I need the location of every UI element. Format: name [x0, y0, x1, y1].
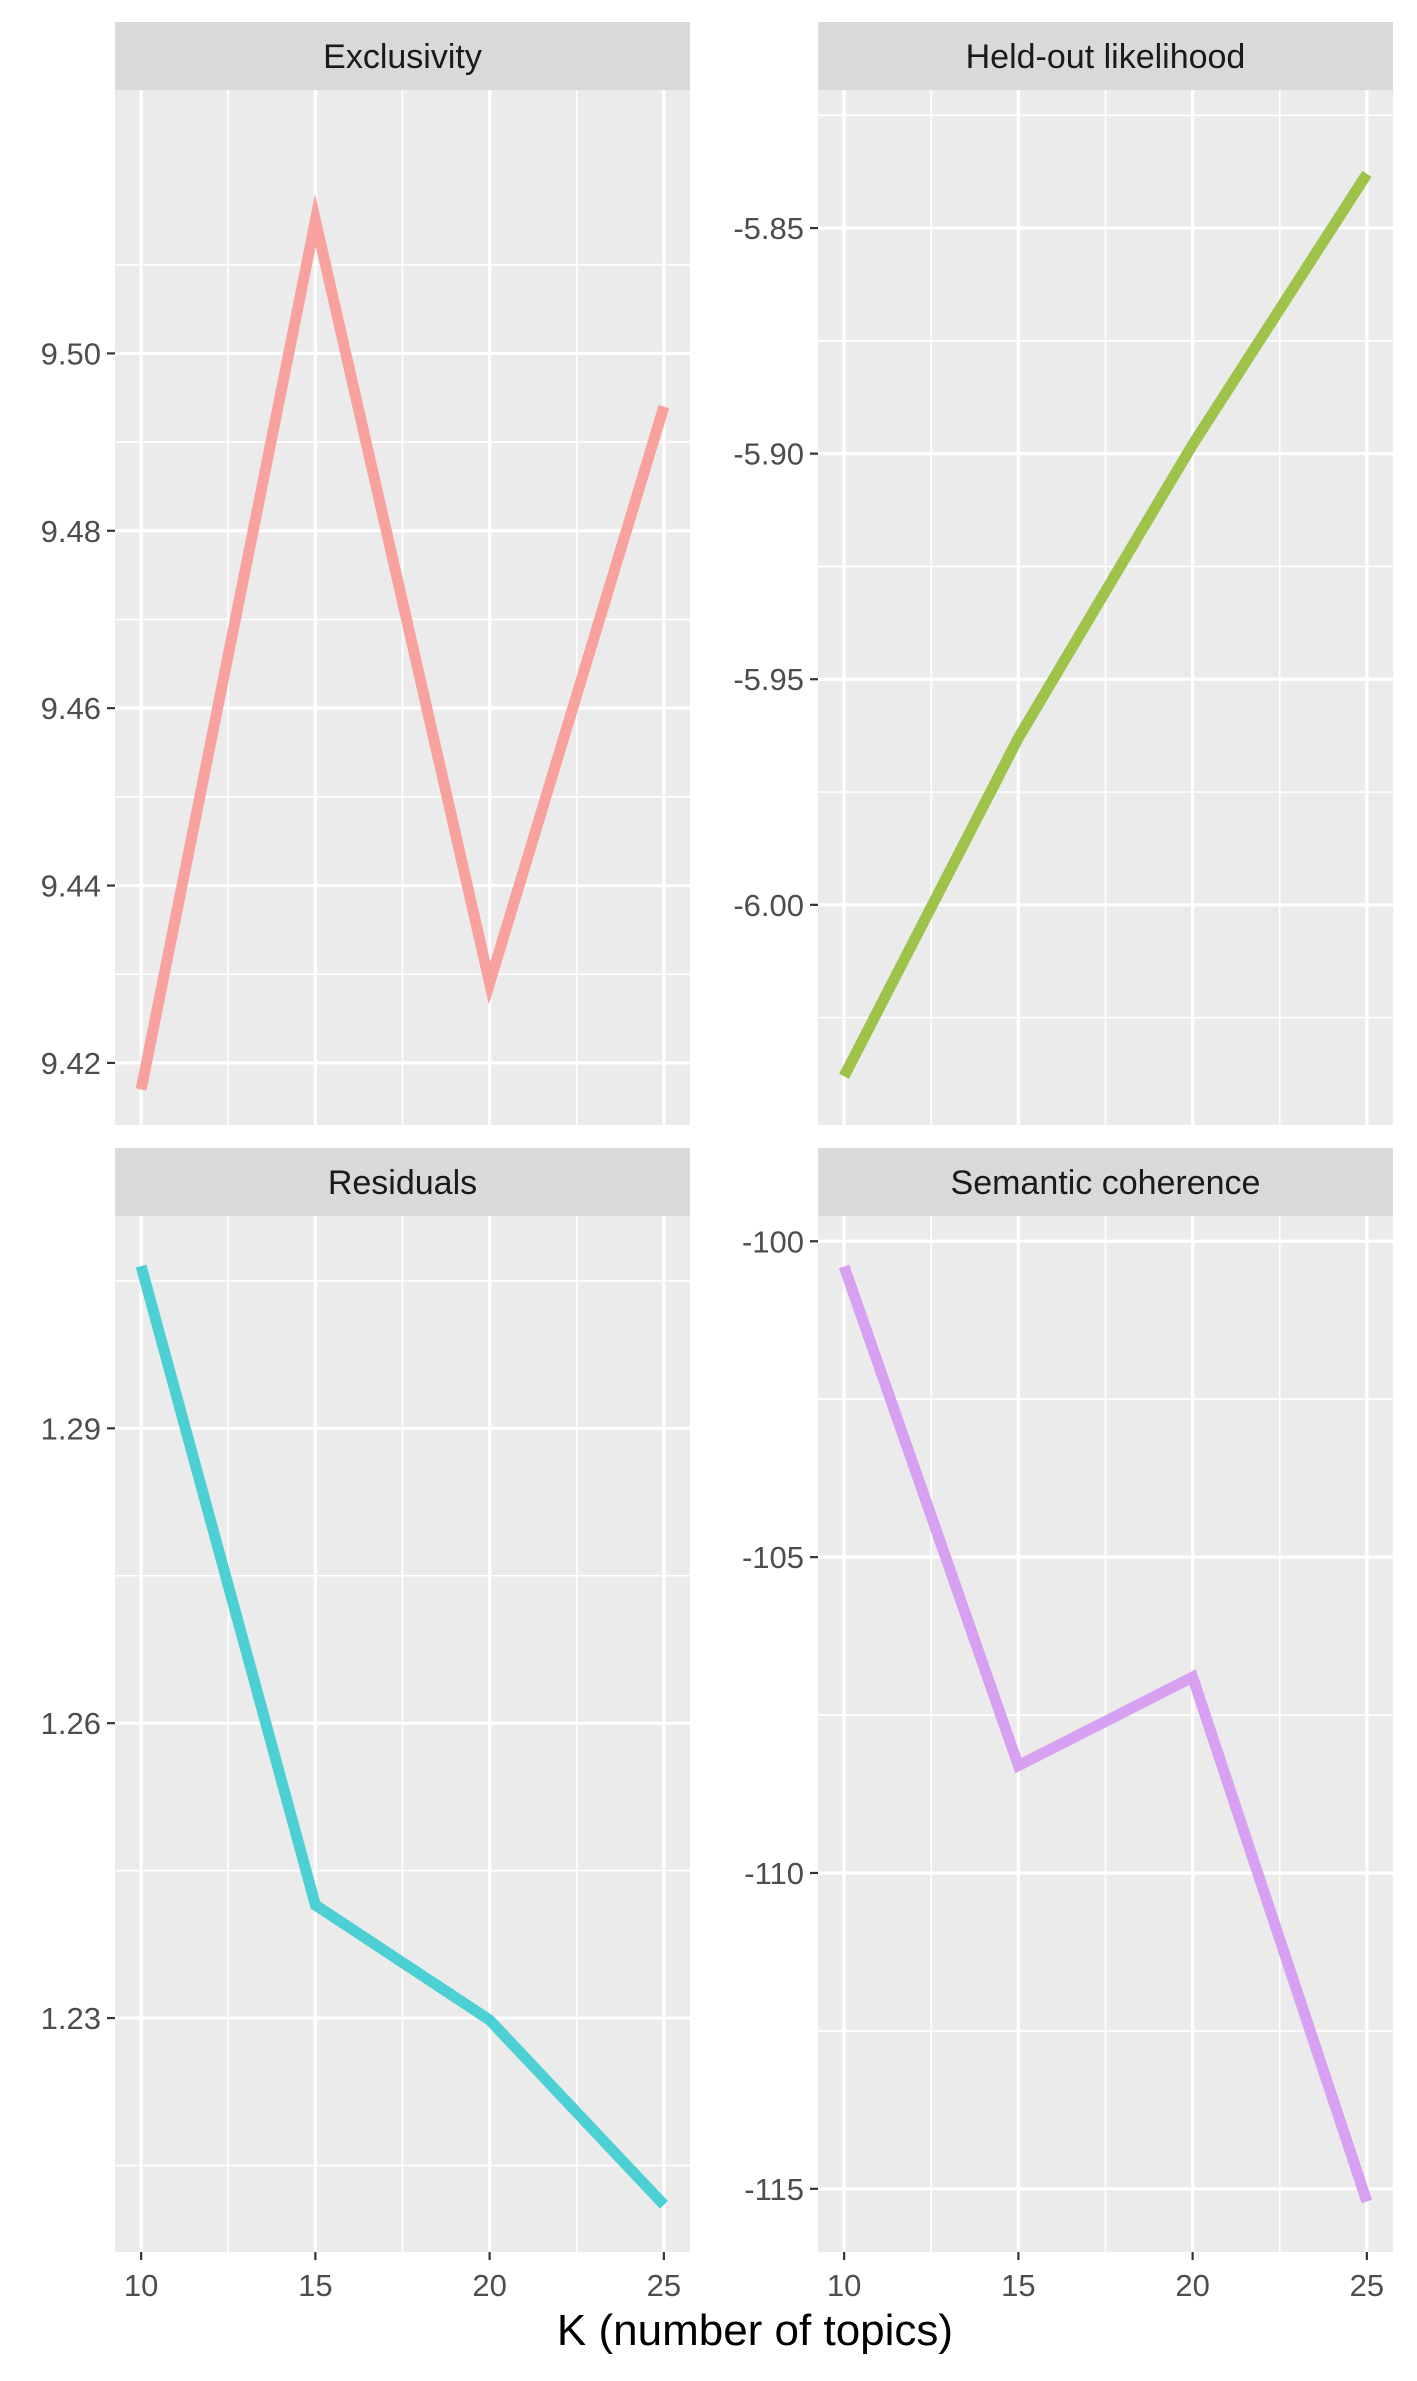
y-tick-label: -110: [744, 1856, 804, 1891]
y-tick-label: 1.26: [41, 1706, 101, 1741]
y-tick-label: 9.44: [41, 869, 101, 904]
y-tick-label: 1.23: [41, 2001, 101, 2036]
facet-strip: [818, 22, 1393, 90]
facet-strip: [115, 22, 690, 90]
series-line: [135, 194, 670, 1091]
y-tick-label: -6.00: [733, 888, 804, 923]
facet-strip-title: Residuals: [328, 1164, 477, 1202]
x-tick-label: 15: [298, 2268, 332, 2303]
facet-strip: [818, 1148, 1393, 1216]
series-line: [135, 1264, 668, 2209]
facet-panel: Semantic coherence -115 -110 -105 -100 10 15 20…: [742, 1148, 1393, 2303]
y-tick-label: -5.90: [733, 437, 804, 472]
x-tick-label: 10: [124, 2268, 158, 2303]
y-tick-label: 9.48: [41, 514, 101, 549]
facet-strip-title: Semantic coherence: [951, 1164, 1261, 1202]
x-tick-label: 25: [647, 2268, 681, 2303]
y-tick-label: 1.29: [41, 1411, 101, 1446]
facet-panel: Held-out likelihood -6.00 -5.95 -5.90 -5.85: [733, 22, 1393, 1125]
x-tick-label: 10: [827, 2268, 861, 2303]
y-tick-label: -105: [742, 1540, 804, 1575]
facet-panel: Exclusivity 9.42 9.44 9.46 9.48 9.50: [41, 22, 690, 1125]
series-line: [838, 1264, 1373, 2204]
x-tick-label: 15: [1001, 2268, 1035, 2303]
x-tick-label: 20: [472, 2268, 506, 2303]
facet-panel: Residuals 1.23 1.26 1.29 10 15 20 25: [41, 1148, 690, 2303]
facet-strip-title: Held-out likelihood: [966, 38, 1246, 76]
y-tick-label: 9.46: [41, 691, 101, 726]
y-tick-label: -115: [744, 2172, 804, 2207]
facet-strip: [115, 1148, 690, 1216]
x-tick-label: 25: [1350, 2268, 1384, 2303]
facet-strip-title: Exclusivity: [323, 38, 482, 76]
y-tick-label: -100: [742, 1224, 804, 1259]
series-line: [839, 170, 1372, 1079]
facet-panels: Exclusivity 9.42 9.44 9.46 9.48 9.50 Held-out …: [41, 22, 1393, 2303]
x-tick-label: 20: [1175, 2268, 1209, 2303]
y-tick-label: -5.85: [733, 211, 804, 246]
y-tick-label: 9.50: [41, 336, 101, 371]
x-axis-title: K (number of topics): [557, 2306, 953, 2355]
y-tick-label: 9.42: [41, 1046, 101, 1081]
y-tick-label: -5.95: [733, 662, 804, 697]
